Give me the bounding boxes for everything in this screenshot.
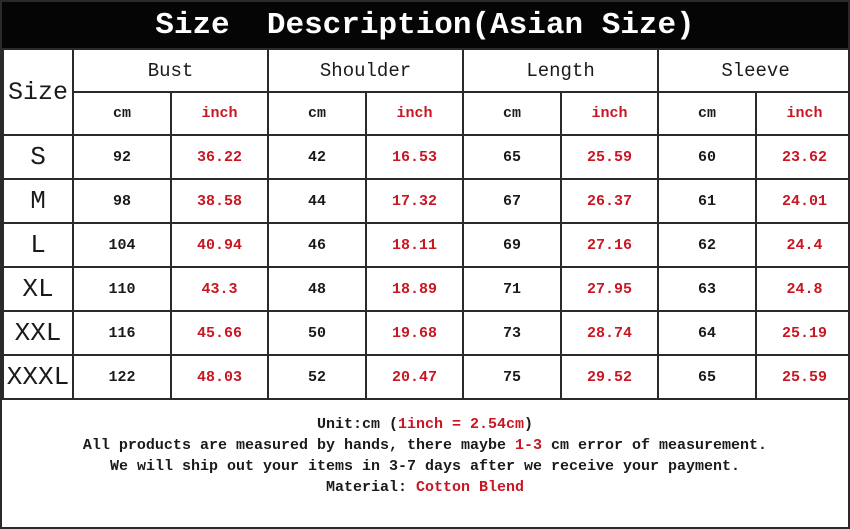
unit-header-cm: cm [267, 91, 368, 136]
unit-header-cm: cm [657, 91, 758, 136]
table-row: S 92 36.22 42 16.53 65 25.59 60 23.62 [2, 134, 850, 180]
row-size-label: XL [2, 266, 74, 312]
cell-bust-inch: 48.03 [169, 354, 270, 400]
table-row: M 98 38.58 44 17.32 67 26.37 61 24.01 [2, 178, 850, 224]
unit-note: Unit:cm (1inch = 2.54cm) [2, 414, 848, 435]
row-size-label: XXL [2, 310, 74, 356]
cell-length-cm: 69 [462, 222, 563, 268]
cell-sleeve-cm: 65 [657, 354, 758, 400]
cell-bust-cm: 122 [72, 354, 172, 400]
footer-notes: Unit:cm (1inch = 2.54cm) All products ar… [2, 400, 848, 527]
cell-shoulder-inch: 17.32 [365, 178, 465, 224]
shipping-note: We will ship out your items in 3-7 days … [109, 458, 741, 475]
cell-length-inch: 28.74 [560, 310, 660, 356]
cell-length-cm: 67 [462, 178, 563, 224]
size-column-header: Size [2, 48, 74, 136]
material-note-value: Cotton Blend [415, 479, 525, 496]
cell-sleeve-inch: 24.8 [755, 266, 850, 312]
unit-header-cm: cm [72, 91, 172, 136]
unit-header-inch: inch [169, 91, 270, 136]
material-note: Material: Cotton Blend [2, 477, 848, 498]
cell-shoulder-cm: 50 [267, 310, 368, 356]
cell-bust-inch: 45.66 [169, 310, 270, 356]
cell-sleeve-inch: 23.62 [755, 134, 850, 180]
chart-title-bar: Size Description(Asian Size) [2, 2, 848, 48]
unit-header-inch: inch [365, 91, 465, 136]
cell-length-inch: 27.95 [560, 266, 660, 312]
row-size-label: L [2, 222, 74, 268]
table-row: L 104 40.94 46 18.11 69 27.16 62 24.4 [2, 222, 850, 268]
cell-sleeve-cm: 61 [657, 178, 758, 224]
table-row: XL 110 43.3 48 18.89 71 27.95 63 24.8 [2, 266, 850, 312]
cell-bust-cm: 116 [72, 310, 172, 356]
chart-title: Size Description(Asian Size) [155, 7, 695, 43]
cell-length-inch: 25.59 [560, 134, 660, 180]
cell-sleeve-cm: 64 [657, 310, 758, 356]
cell-shoulder-inch: 18.89 [365, 266, 465, 312]
cell-length-cm: 71 [462, 266, 563, 312]
group-header-shoulder: Shoulder [267, 48, 465, 93]
cell-bust-inch: 36.22 [169, 134, 270, 180]
cell-bust-inch: 38.58 [169, 178, 270, 224]
cell-bust-cm: 92 [72, 134, 172, 180]
cell-shoulder-cm: 46 [267, 222, 368, 268]
table-row: XXL 116 45.66 50 19.68 73 28.74 64 25.19 [2, 310, 850, 356]
measurement-note-range: 1-3 [515, 437, 543, 454]
cell-length-inch: 27.16 [560, 222, 660, 268]
group-header-bust: Bust [71, 48, 270, 93]
cell-sleeve-inch: 24.4 [755, 222, 850, 268]
row-size-label: XXXL [2, 354, 74, 400]
unit-note-suffix: ) [524, 416, 534, 433]
unit-header-inch: inch [755, 91, 850, 136]
table-row: XXXL 122 48.03 52 20.47 75 29.52 65 25.5… [2, 354, 850, 400]
cell-length-cm: 75 [462, 354, 563, 400]
group-header-length: Length [462, 48, 660, 93]
header-unit-row: cm inch cm inch cm inch cm inch [3, 91, 850, 136]
material-note-label: Material: [325, 479, 416, 496]
cell-bust-inch: 43.3 [169, 266, 270, 312]
cell-sleeve-cm: 60 [657, 134, 758, 180]
row-size-label: M [2, 178, 74, 224]
cell-bust-cm: 98 [72, 178, 172, 224]
cell-sleeve-inch: 25.59 [755, 354, 850, 400]
measurement-note-prefix: All products are measured by hands, ther… [82, 437, 515, 454]
measurement-note: All products are measured by hands, ther… [2, 435, 848, 456]
cell-sleeve-inch: 25.19 [755, 310, 850, 356]
header-group-row: Size Bust Shoulder Length Sleeve [2, 48, 850, 136]
cell-shoulder-inch: 20.47 [365, 354, 465, 400]
cell-length-inch: 29.52 [560, 354, 660, 400]
cell-shoulder-inch: 18.11 [365, 222, 465, 268]
cell-bust-inch: 40.94 [169, 222, 270, 268]
row-size-label: S [2, 134, 74, 180]
group-header-sleeve: Sleeve [657, 48, 850, 93]
unit-header-cm: cm [462, 91, 563, 136]
unit-header-inch: inch [560, 91, 660, 136]
cell-shoulder-cm: 44 [267, 178, 368, 224]
unit-note-prefix: Unit:cm ( [316, 416, 398, 433]
cell-shoulder-inch: 16.53 [365, 134, 465, 180]
cell-bust-cm: 104 [72, 222, 172, 268]
cell-length-cm: 73 [462, 310, 563, 356]
cell-shoulder-inch: 19.68 [365, 310, 465, 356]
cell-shoulder-cm: 52 [267, 354, 368, 400]
cell-sleeve-cm: 63 [657, 266, 758, 312]
cell-bust-cm: 110 [72, 266, 172, 312]
measurement-note-suffix: cm error of measurement. [542, 437, 768, 454]
cell-length-inch: 26.37 [560, 178, 660, 224]
cell-shoulder-cm: 42 [267, 134, 368, 180]
cell-sleeve-inch: 24.01 [755, 178, 850, 224]
cell-shoulder-cm: 48 [267, 266, 368, 312]
unit-note-conversion: 1inch = 2.54cm [397, 416, 525, 433]
size-table: Size Bust Shoulder Length Sleeve cm inch… [2, 48, 850, 400]
cell-sleeve-cm: 62 [657, 222, 758, 268]
cell-length-cm: 65 [462, 134, 563, 180]
